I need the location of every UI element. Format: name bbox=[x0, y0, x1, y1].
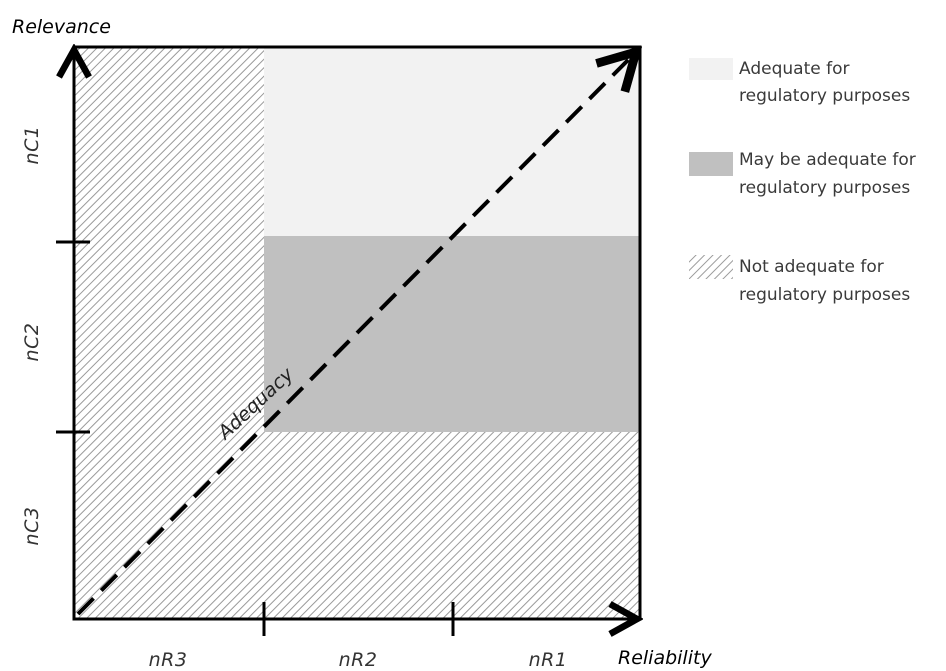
legend-item-not-adequate: Not adequate for regulatory purposes bbox=[689, 255, 910, 305]
y-tick-label-nC2: nC2 bbox=[21, 323, 43, 362]
legend-item-adequate: Adequate for regulatory purposes bbox=[689, 58, 910, 106]
x-tick-label-nR1: nR1 bbox=[529, 649, 568, 671]
zone-not-adequate-bottom bbox=[264, 432, 640, 619]
y-tick-label-nC3: nC3 bbox=[21, 507, 43, 546]
legend: Adequate for regulatory purposes May be … bbox=[689, 58, 916, 305]
x-tick-label-nR2: nR2 bbox=[339, 649, 378, 671]
legend-label-adequate-line2: regulatory purposes bbox=[739, 86, 910, 106]
zone-may-be-adequate bbox=[264, 236, 640, 432]
zones bbox=[74, 47, 640, 619]
x-axis-title: Reliability bbox=[618, 647, 712, 669]
zone-adequate bbox=[264, 47, 640, 236]
legend-label-not-adequate-line1: Not adequate for bbox=[739, 257, 884, 277]
legend-item-may-be-adequate: May be adequate for regulatory purposes bbox=[689, 150, 916, 198]
legend-swatch-not-adequate bbox=[689, 255, 733, 279]
legend-label-may-be-adequate-line1: May be adequate for bbox=[739, 150, 916, 170]
y-axis-title: Relevance bbox=[12, 16, 111, 38]
y-tick-label-nC1: nC1 bbox=[21, 126, 43, 165]
legend-label-may-be-adequate-line2: regulatory purposes bbox=[739, 178, 910, 198]
legend-label-not-adequate-line2: regulatory purposes bbox=[739, 285, 910, 305]
legend-swatch-adequate bbox=[689, 58, 733, 80]
legend-label-adequate-line1: Adequate for bbox=[739, 59, 849, 79]
x-tick-label-nR3: nR3 bbox=[149, 649, 188, 671]
zone-not-adequate-left bbox=[74, 47, 264, 619]
legend-swatch-may-be-adequate bbox=[689, 152, 733, 176]
